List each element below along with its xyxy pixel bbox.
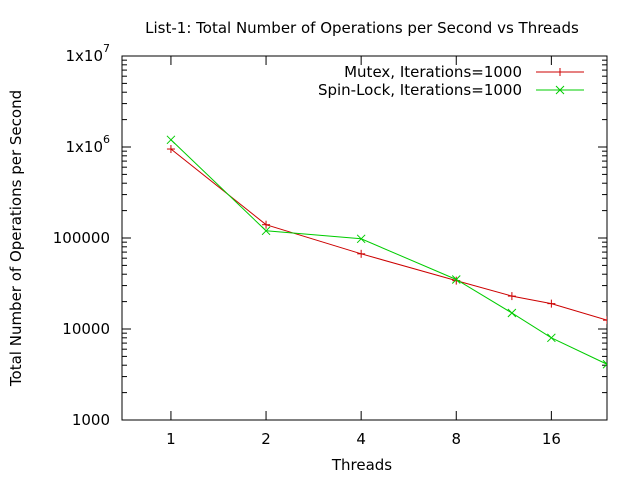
series-line [170,148,607,321]
x-tick-label: 4 [356,430,366,448]
data-point [507,292,516,301]
y-tick-label: 1x106 [65,133,110,156]
x-axis-ticks: 1 2 4 8 16 [166,56,561,448]
series-spin-lock [166,135,607,369]
data-point [603,316,607,325]
chart-title: List-1: Total Number of Operations per S… [145,19,579,37]
data-point [166,135,176,145]
plot-frame [121,55,608,421]
data-point [547,333,556,343]
y-tick-label: 1x107 [65,42,110,65]
legend-entry: Mutex, Iterations=1000 [344,63,584,81]
y-axis-label: Total Number of Operations per Second [7,90,25,387]
y-tick-label: 1000 [72,411,110,429]
y-axis-ticks: 1000 10000 100000 1x106 1x107 [53,42,607,429]
data-point [357,249,366,258]
data-point [507,308,517,318]
x-tick-label: 1 [166,430,176,448]
series-mutex [166,145,607,325]
data-point [166,145,175,154]
legend-marker [556,68,564,76]
data-point [261,226,271,236]
legend-label: Spin-Lock, Iterations=1000 [318,81,522,99]
y-tick-label: 100000 [53,229,110,247]
data-point [602,359,607,369]
data-point [547,299,556,308]
x-tick-label: 8 [451,430,461,448]
x-tick-label: 2 [261,430,271,448]
x-tick-label: 16 [542,430,561,448]
legend-label: Mutex, Iterations=1000 [344,63,522,81]
legend-marker [555,85,565,95]
data-point [262,220,271,229]
legend-entry: Spin-Lock, Iterations=1000 [318,81,584,99]
y-tick-label: 10000 [62,320,110,338]
data-point [356,234,366,244]
x-axis-label: Threads [331,456,392,474]
series-layer [166,135,607,369]
data-point [451,275,461,284]
series-line [170,139,607,365]
